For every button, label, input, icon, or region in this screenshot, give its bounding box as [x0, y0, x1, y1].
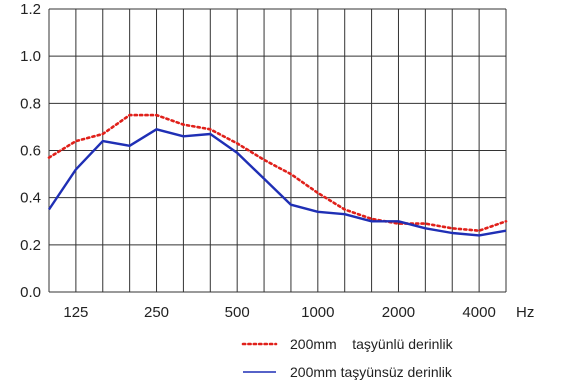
x-tick-label: 2000 [382, 304, 415, 321]
x-tick-label: 125 [63, 304, 88, 321]
x-tick-label: 4000 [462, 304, 495, 321]
y-tick-label: 0.8 [20, 95, 41, 112]
x-axis-tick-labels: 125 250 500 1000 2000 4000 [63, 304, 495, 321]
series-line-dotted [47, 113, 508, 232]
y-tick-label: 0.2 [20, 237, 41, 254]
series-line-solid [48, 128, 507, 237]
chart-series [47, 113, 508, 237]
y-tick-label: 1.0 [20, 48, 41, 65]
x-tick-label: 1000 [301, 304, 334, 321]
chart-grid [48, 8, 507, 293]
legend-label: 200mm taşyünsüz derinlik [290, 364, 453, 380]
legend-label: 200mm taşyünlü derinlik [290, 336, 454, 352]
y-tick-label: 0.0 [20, 284, 41, 301]
y-tick-label: 0.4 [20, 190, 41, 207]
y-tick-label: 0.6 [20, 143, 41, 160]
chart-legend: 200mm taşyünlü derinlik 200mm taşyünsüz d… [241, 336, 454, 380]
x-tick-label: 500 [225, 304, 250, 321]
y-tick-label: 1.2 [20, 1, 41, 18]
x-axis-unit-label: Hz [516, 304, 534, 321]
y-axis-tick-labels: 0.0 0.2 0.4 0.6 0.8 1.0 1.2 [20, 1, 41, 301]
x-tick-label: 250 [144, 304, 169, 321]
